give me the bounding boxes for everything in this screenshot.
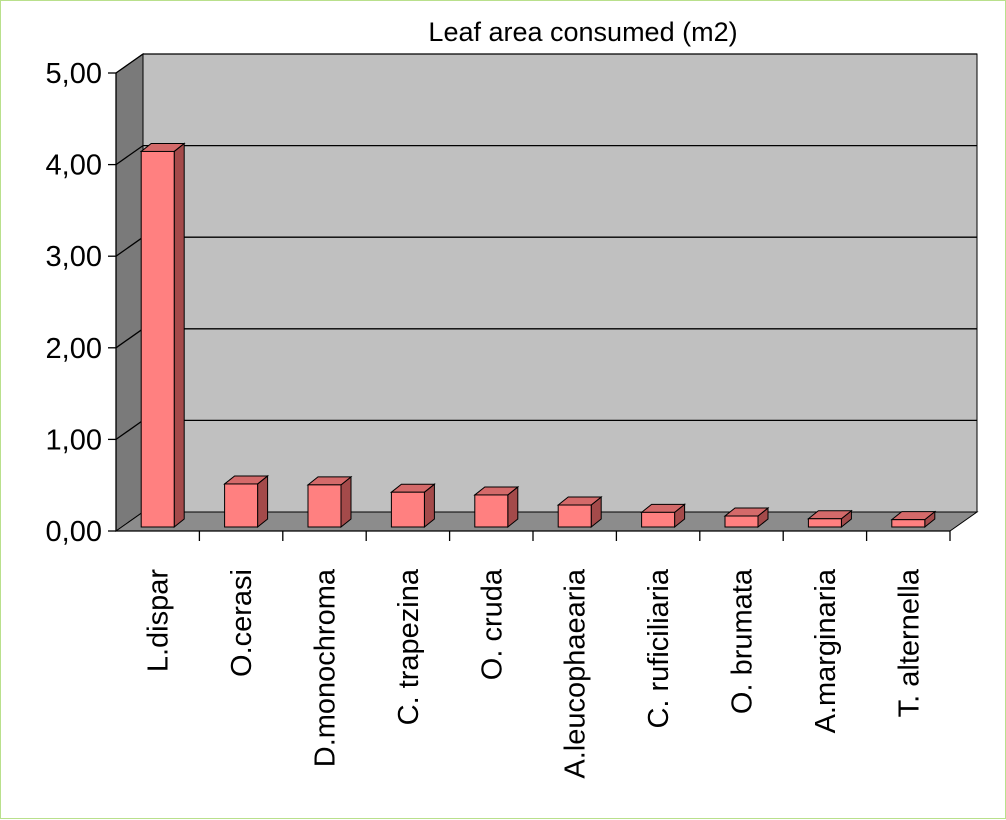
bar-front (891, 519, 926, 528)
bar (806, 509, 853, 529)
x-category-label: O.cerasi (226, 569, 258, 677)
x-category-label: C. trapezina (393, 568, 425, 725)
chart-title: Leaf area consumed (m2) (428, 17, 737, 47)
bar (139, 142, 186, 529)
bar (473, 485, 520, 529)
gridline-side (115, 236, 144, 257)
bar-side (257, 474, 269, 529)
bar-front (724, 515, 759, 528)
x-category-label: A.marginaria (810, 568, 842, 733)
y-tick-label: 3,00 (46, 241, 102, 273)
bar-front (140, 150, 175, 528)
bar (306, 475, 353, 529)
x-category-label: O. cruda (476, 568, 508, 680)
x-category-label: C. ruficiliaria (643, 568, 675, 728)
y-tick-label: 1,00 (46, 424, 102, 456)
x-category-label: A.leucophaearia (560, 568, 592, 778)
y-tick-label: 4,00 (46, 150, 102, 182)
bar (723, 506, 770, 529)
gridline-side (115, 53, 144, 74)
gridline-side (115, 328, 144, 349)
gridline-side (115, 419, 144, 440)
bar-side (340, 475, 352, 529)
side-wall (115, 53, 144, 532)
bar (640, 503, 687, 529)
bar-front (390, 491, 425, 528)
x-category-label: T. alternella (893, 568, 925, 717)
bar (389, 483, 436, 529)
bar-front (641, 511, 676, 528)
back-wall (142, 53, 978, 513)
bar-side (173, 142, 185, 529)
bar-front (307, 484, 342, 528)
y-tick-label: 2,00 (46, 333, 102, 365)
bar (556, 495, 603, 529)
bar-front (807, 518, 842, 528)
bar-front (474, 494, 509, 528)
y-tick-label: 5,00 (46, 58, 102, 90)
bar-front (557, 504, 592, 528)
gridline-side (115, 145, 144, 166)
x-category-label: O. brumata (727, 568, 759, 714)
x-category-label: L.dispar (143, 569, 175, 673)
bar-front (224, 483, 259, 528)
bar (890, 510, 937, 529)
x-category-label: D.monochroma (310, 568, 342, 767)
bar (223, 474, 270, 529)
y-tick-label: 0,00 (46, 516, 102, 548)
